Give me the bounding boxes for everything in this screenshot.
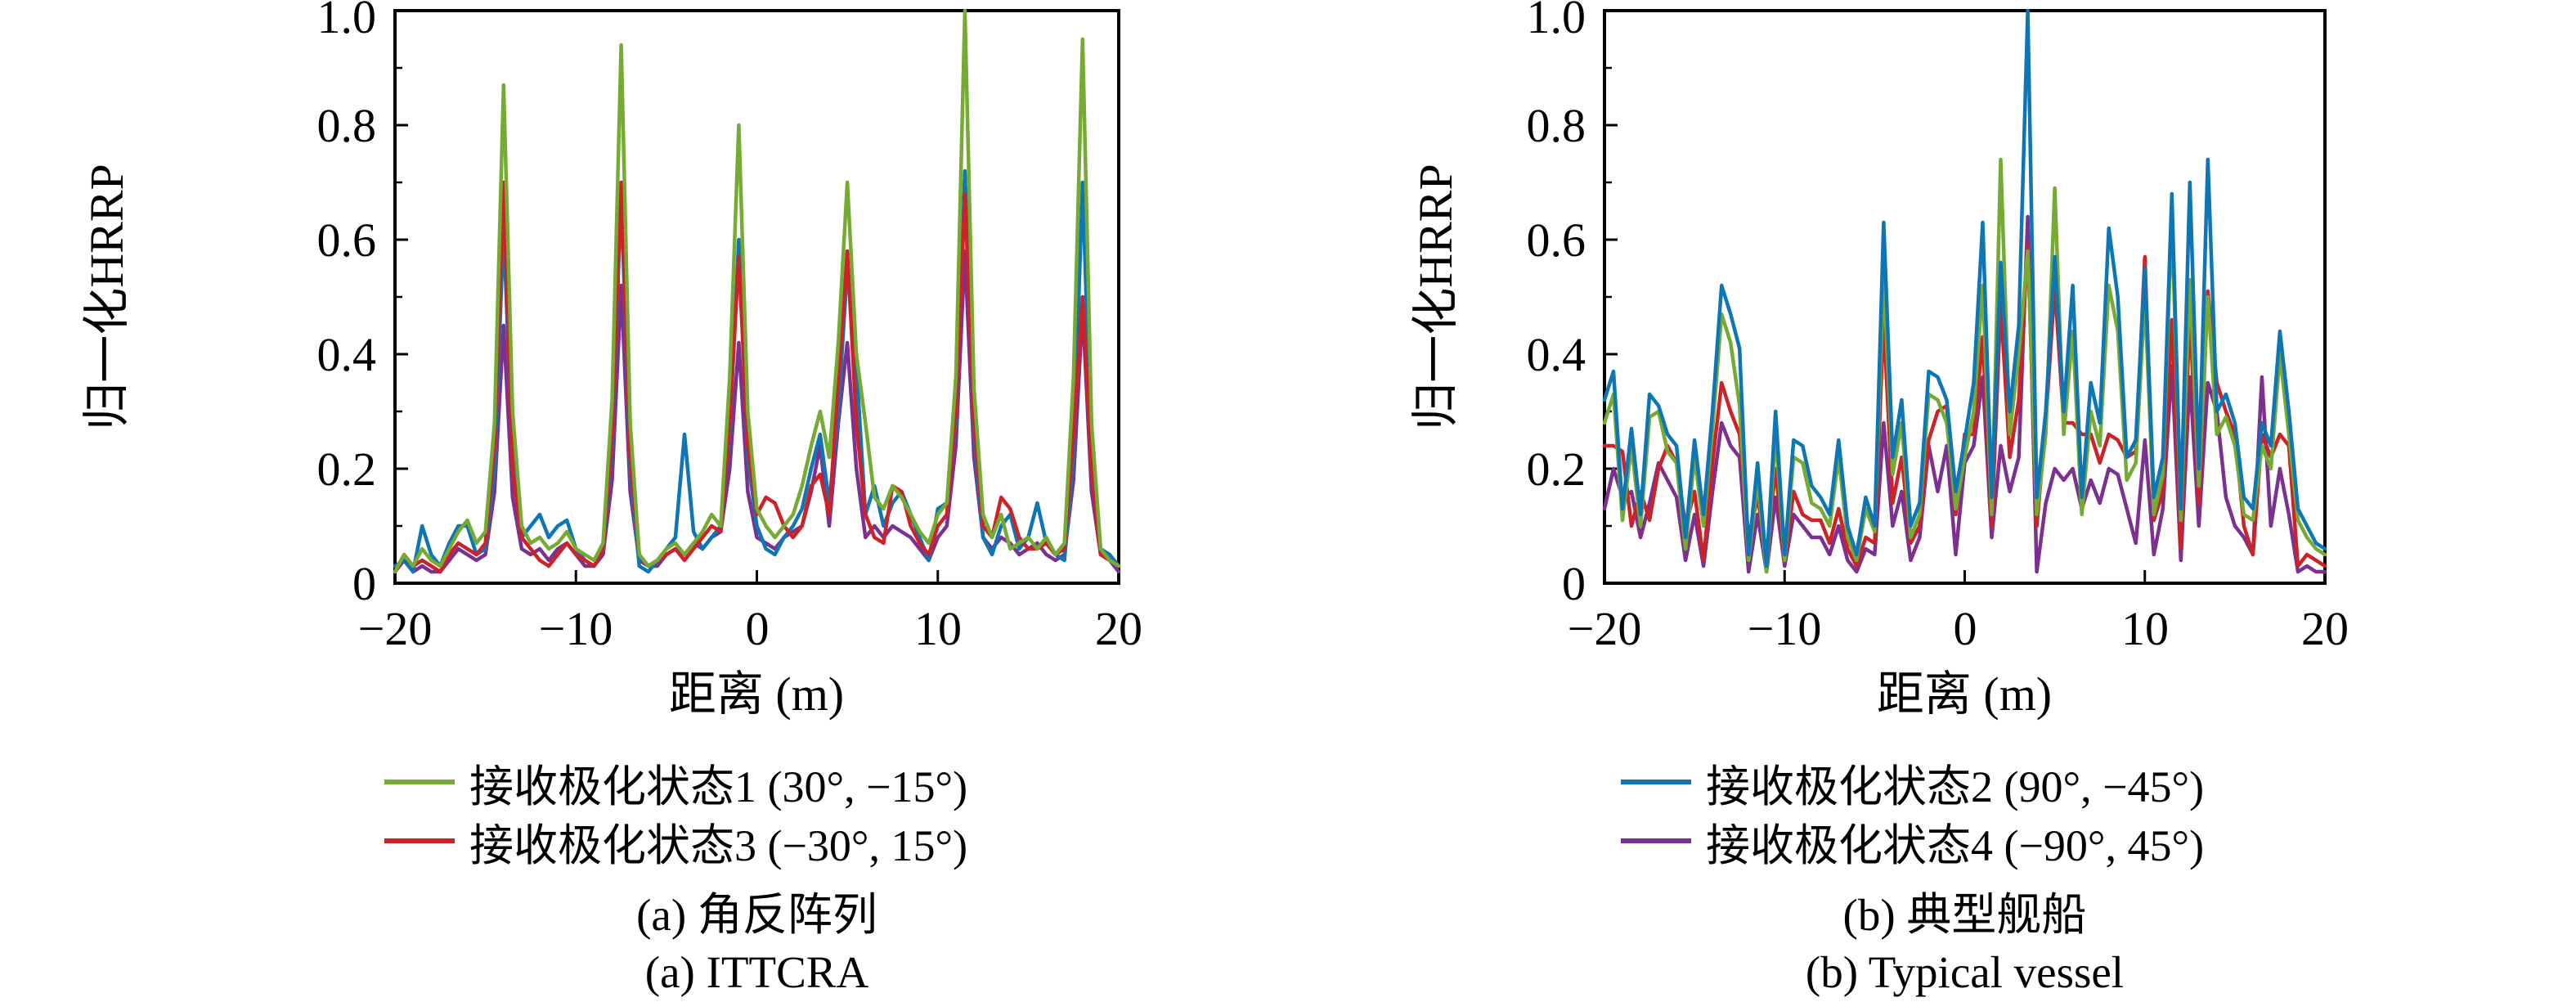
legend-chart-b: 接收极化状态2 (90°, −45°) 接收极化状态4 (−90°, 45°)	[1621, 753, 2204, 870]
legend-label: 接收极化状态3 (−30°, 15°)	[469, 820, 968, 870]
caption-a-zh: (a) 角反阵列	[636, 890, 877, 940]
x-tick-label: 10	[2121, 602, 2169, 655]
caption-b-zh: (b) 典型舰船	[1842, 890, 2087, 940]
y-tick-label: 0.6	[1527, 213, 1586, 267]
x-tick-label: 20	[1095, 602, 1142, 655]
legend-item: 接收极化状态3 (−30°, 15°)	[384, 811, 967, 870]
y-tick-label: 0.6	[317, 213, 377, 267]
legend-label: 接收极化状态1 (30°, −15°)	[469, 762, 968, 811]
y-tick-label: 0.2	[317, 443, 377, 496]
y-tick-label: 0	[352, 557, 376, 610]
legend-label: 接收极化状态2 (90°, −45°)	[1706, 762, 2205, 811]
chart-a-plot-area: 0 0.2 0.4 0.6 0.8 1.0 −20 −10 0 10 20 距离…	[80, 0, 1142, 721]
y-tick-label: 0.8	[317, 99, 377, 152]
x-tick-label: −20	[358, 602, 433, 655]
legend-line-swatch	[384, 838, 455, 843]
x-axis-label: 距离 (m)	[1877, 667, 2052, 721]
y-axis-label: 归一化HRRP	[80, 164, 133, 430]
caption-a-en: (a) ITTCRA	[644, 947, 869, 997]
y-tick-label: 1.0	[317, 0, 377, 43]
chart-b-panel: 0 0.2 0.4 0.6 0.8 1.0 −20 −10 0 10 20 距离…	[1288, 0, 2576, 1002]
x-tick-label: 20	[2301, 602, 2349, 655]
y-tick-label: 0.2	[1527, 443, 1586, 496]
legend-line-swatch	[1621, 780, 1691, 784]
y-tick-label: 0.4	[317, 328, 377, 381]
y-tick-label: 0.8	[1527, 99, 1586, 152]
legend-chart-a: 接收极化状态1 (30°, −15°) 接收极化状态3 (−30°, 15°)	[384, 753, 967, 870]
x-tick-label: 10	[914, 602, 962, 655]
legend-label: 接收极化状态4 (−90°, 45°)	[1706, 820, 2205, 870]
legend-line-swatch	[384, 780, 455, 784]
chart-b-plot-area: 0 0.2 0.4 0.6 0.8 1.0 −20 −10 0 10 20 距离…	[1409, 0, 2349, 721]
y-tick-label: 0	[1562, 557, 1586, 610]
x-tick-label: 0	[746, 602, 770, 655]
legend-item: 接收极化状态2 (90°, −45°)	[1621, 753, 2204, 811]
x-tick-label: −10	[539, 602, 613, 655]
x-tick-label: 0	[1954, 602, 1977, 655]
y-tick-label: 1.0	[1527, 0, 1586, 43]
series-line	[393, 8, 1121, 574]
caption-b-en: (b) Typical vessel	[1805, 947, 2125, 997]
legend-line-swatch	[1621, 838, 1691, 843]
x-tick-label: −20	[1568, 602, 1642, 655]
series-line	[393, 180, 1121, 574]
chart-a-panel: 0 0.2 0.4 0.6 0.8 1.0 −20 −10 0 10 20 距离…	[80, 0, 1142, 997]
legend-item: 接收极化状态4 (−90°, 45°)	[1621, 811, 2204, 870]
legend-item: 接收极化状态1 (30°, −15°)	[384, 753, 967, 811]
x-axis-label: 距离 (m)	[669, 667, 844, 721]
series-line	[1602, 157, 2327, 574]
x-tick-label: −10	[1748, 602, 1822, 655]
y-axis-label: 归一化HRRP	[1409, 164, 1462, 430]
y-tick-label: 0.4	[1527, 328, 1586, 381]
series-line	[1602, 8, 2327, 568]
